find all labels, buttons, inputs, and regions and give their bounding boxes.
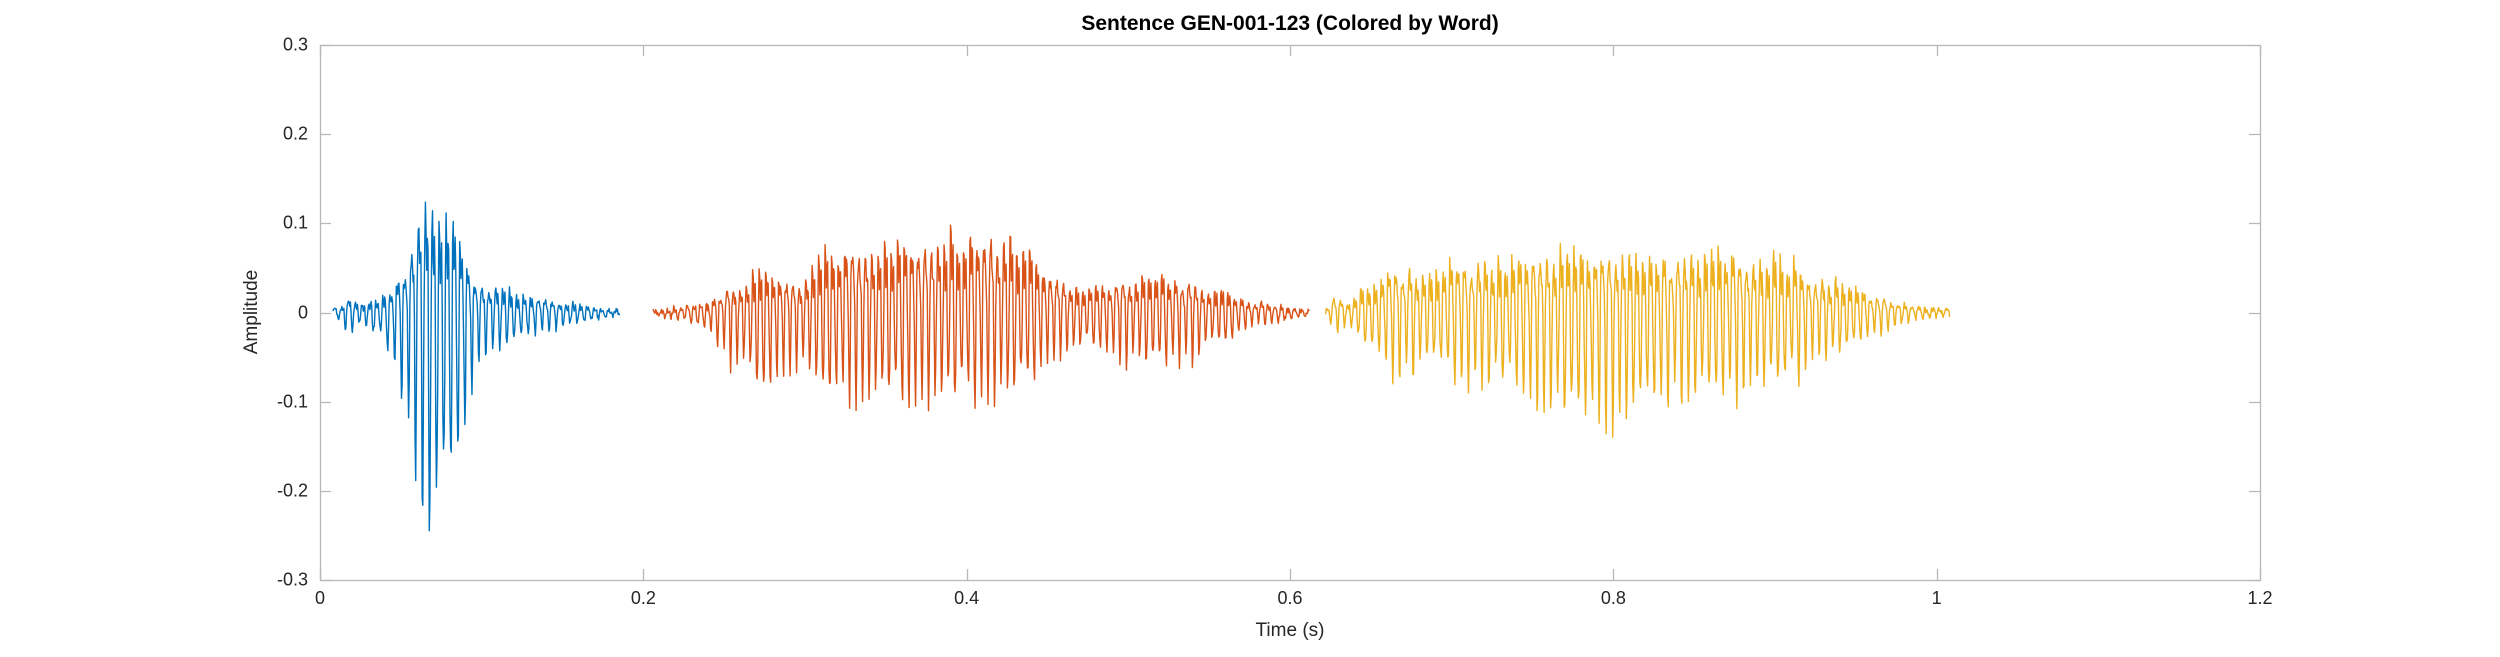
x-tick-label: 0 (314, 588, 326, 608)
y-tick-label: -0.3 (276, 569, 308, 590)
x-tick-label: 0.6 (1277, 588, 1303, 608)
y-tick-label: 0.1 (282, 212, 308, 233)
x-tick-label: 1.2 (2247, 588, 2273, 608)
x-tick-label: 0.8 (1600, 588, 1626, 608)
x-axis-label: Time (s) (1255, 620, 1325, 641)
x-tick-label: 0.2 (630, 588, 656, 608)
y-tick-label: 0 (297, 302, 308, 322)
x-tick-label: 1 (1931, 588, 1942, 608)
y-tick-label: -0.2 (276, 480, 308, 501)
y-tick-label: 0.2 (282, 123, 308, 144)
x-tick-label: 0.4 (954, 588, 980, 608)
y-axis-label: Amplitude (241, 269, 262, 355)
y-tick-label: -0.1 (276, 391, 308, 412)
y-tick-label: 0.3 (282, 34, 308, 55)
chart-title: Sentence GEN-001-123 (Colored by Word) (1081, 12, 1499, 35)
